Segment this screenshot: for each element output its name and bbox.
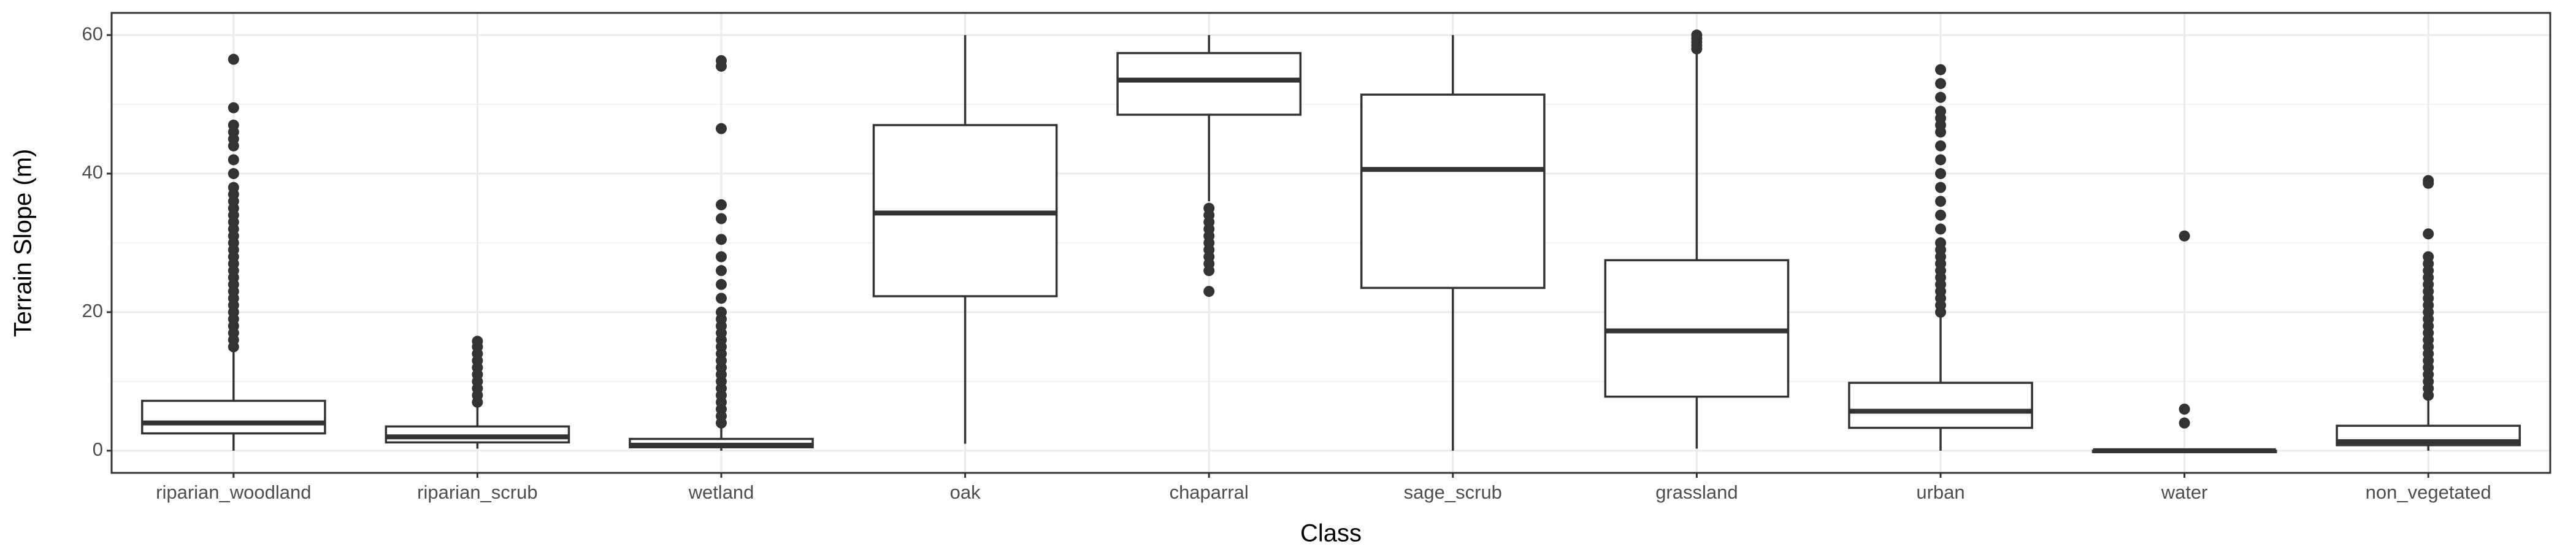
- outlier: [1935, 237, 1946, 248]
- panel-border: [110, 12, 2551, 474]
- outlier: [716, 265, 727, 277]
- outlier: [716, 199, 727, 210]
- outlier: [1203, 286, 1215, 297]
- outlier: [716, 234, 727, 245]
- outlier: [228, 182, 239, 193]
- outlier: [1935, 182, 1946, 193]
- outlier: [1935, 209, 1946, 221]
- outlier: [716, 123, 727, 134]
- outlier: [2179, 417, 2190, 429]
- outlier: [1203, 265, 1215, 277]
- outlier: [472, 335, 483, 347]
- box: [1848, 381, 2033, 429]
- y-tick-label: 20: [82, 300, 103, 321]
- outlier: [1935, 168, 1946, 180]
- outlier: [1935, 140, 1946, 151]
- outlier: [1691, 29, 1703, 41]
- outlier: [1935, 91, 1946, 103]
- x-tick-label: riparian_woodland: [156, 481, 311, 503]
- x-axis-label: Class: [1300, 520, 1362, 547]
- outlier: [716, 251, 727, 263]
- box: [1116, 52, 1302, 116]
- y-tick-label: 60: [82, 23, 103, 44]
- x-tick-label: non_vegetated: [2366, 481, 2491, 503]
- outlier: [228, 154, 239, 166]
- y-tick-label: 0: [93, 439, 103, 460]
- outlier: [1935, 64, 1946, 75]
- x-tick-label: oak: [950, 481, 981, 503]
- outlier: [2423, 175, 2434, 186]
- outlier: [228, 168, 239, 180]
- x-tick-label: wetland: [688, 481, 754, 503]
- outlier: [2179, 404, 2190, 415]
- outlier: [1935, 78, 1946, 90]
- x-tick-label: riparian_scrub: [417, 481, 537, 503]
- outlier: [228, 53, 239, 65]
- outlier: [2179, 230, 2190, 242]
- x-tick-label: grassland: [1655, 481, 1738, 503]
- outlier: [2423, 228, 2434, 240]
- outlier: [716, 293, 727, 304]
- x-tick-label: water: [2161, 481, 2208, 503]
- x-tick-label: chaparral: [1170, 481, 1249, 503]
- outlier: [716, 306, 727, 318]
- x-tick-label: urban: [1916, 481, 1965, 503]
- outlier: [1935, 105, 1946, 117]
- outlier: [716, 55, 727, 66]
- box: [1360, 93, 1546, 289]
- outlier: [1935, 154, 1946, 166]
- y-tick-label: 40: [82, 161, 103, 183]
- outlier: [2423, 251, 2434, 263]
- x-tick-label: sage_scrub: [1404, 481, 1502, 503]
- outlier: [1935, 196, 1946, 207]
- outlier: [716, 213, 727, 224]
- outlier: [1935, 223, 1946, 235]
- box: [140, 399, 326, 435]
- y-axis-label: Terrain Slope (m): [10, 149, 37, 337]
- outlier: [228, 102, 239, 113]
- outlier: [716, 278, 727, 290]
- outlier: [228, 119, 239, 131]
